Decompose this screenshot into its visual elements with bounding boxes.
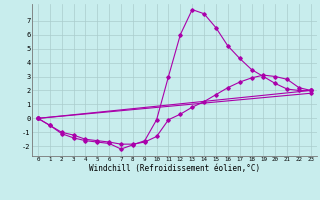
X-axis label: Windchill (Refroidissement éolien,°C): Windchill (Refroidissement éolien,°C): [89, 164, 260, 173]
